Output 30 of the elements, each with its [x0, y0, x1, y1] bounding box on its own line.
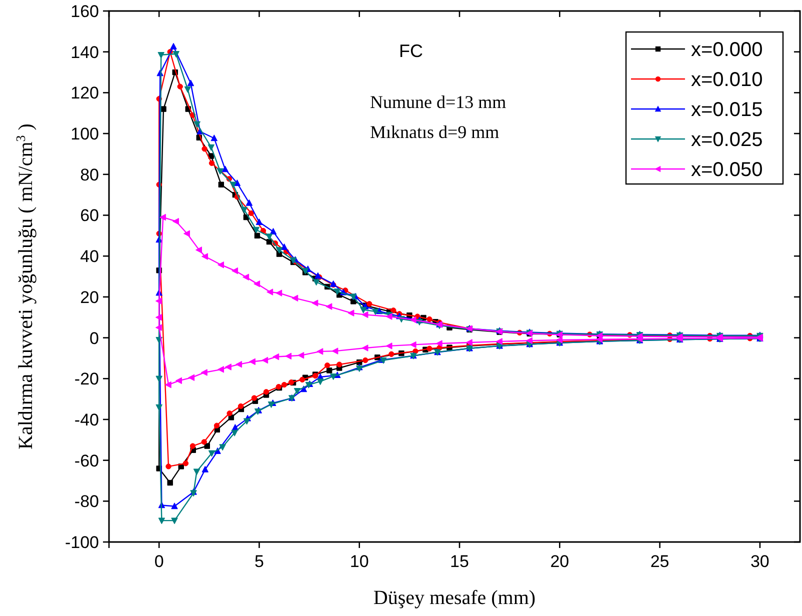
annotation: Numune d=13 mm: [370, 92, 506, 112]
y-tick-label: 140: [70, 42, 99, 62]
x-tick-label: 25: [650, 552, 670, 571]
y-tick-label: -60: [74, 451, 99, 470]
y-tick-label: 20: [80, 288, 99, 307]
y-tick-label: 80: [80, 165, 99, 184]
x-tick-label: 0: [154, 552, 164, 571]
x-tick-label: 30: [750, 552, 770, 571]
legend-label: x=0.025: [691, 129, 763, 151]
x-tick-label: 20: [550, 552, 570, 571]
legend-label: x=0.010: [691, 69, 763, 91]
y-tick-label: 40: [80, 247, 99, 266]
annotation: Mıknatıs d=9 mm: [370, 122, 500, 142]
y-tick-label: -100: [64, 533, 99, 552]
y-tick-label: 60: [80, 206, 99, 226]
y-tick-label: 160: [70, 2, 99, 21]
x-tick-label: 15: [450, 552, 469, 571]
legend-label: x=0.015: [691, 99, 763, 121]
y-tick-label: 100: [70, 124, 99, 144]
y-tick-label: -20: [74, 370, 99, 389]
y-tick-label: -40: [74, 410, 99, 430]
x-tick-label: 10: [350, 552, 369, 571]
x-axis-title: Düşey mesafe (mm): [373, 587, 536, 609]
y-tick-label: 0: [90, 328, 99, 348]
y-tick-label: 120: [70, 84, 99, 103]
y-tick-label: -80: [74, 492, 99, 512]
legend-label: x=0.050: [691, 159, 763, 181]
x-tick-label: 5: [254, 552, 264, 571]
legend-label: x=0.000: [691, 39, 763, 61]
annotation: FC: [399, 41, 423, 61]
